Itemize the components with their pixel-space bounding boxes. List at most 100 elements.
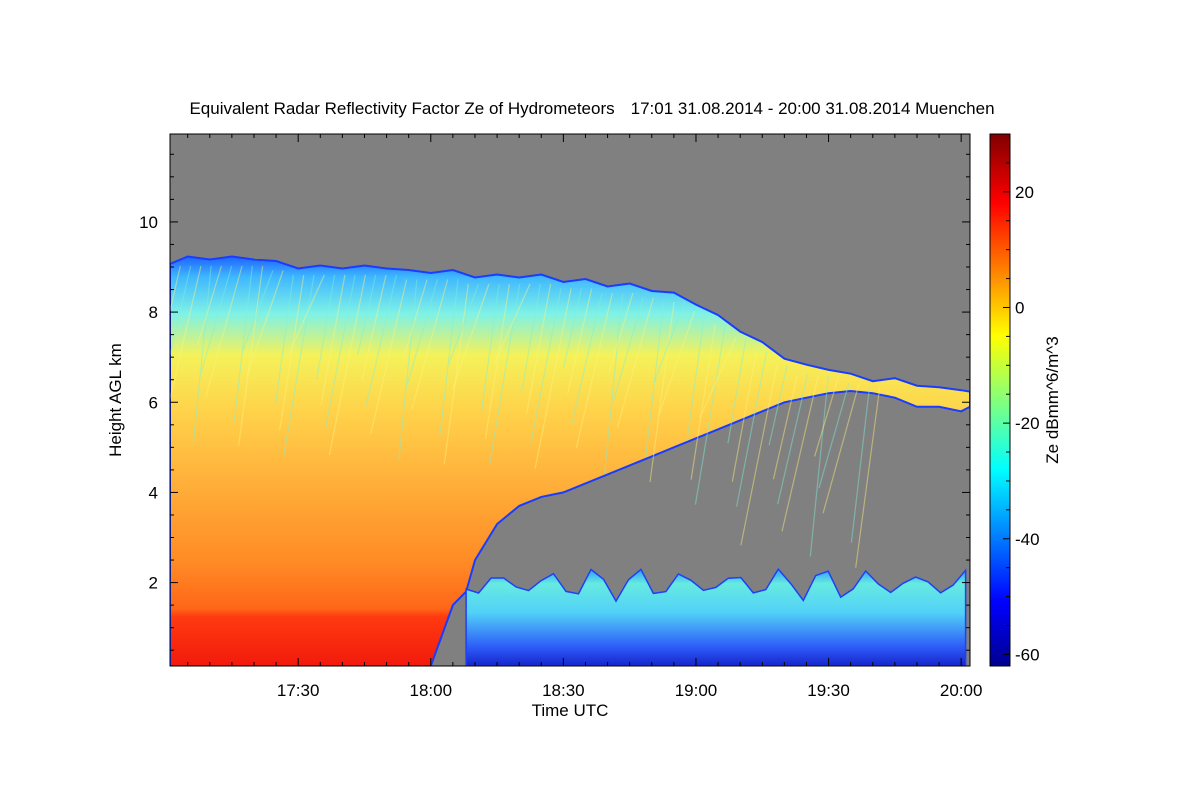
- x-tick-label: 20:00: [940, 681, 983, 700]
- fall-streak: [196, 265, 222, 347]
- fall-streak: [411, 279, 449, 410]
- fall-streak: [526, 283, 552, 415]
- fall-streak: [850, 387, 870, 543]
- colorbar-bar: [989, 133, 1011, 667]
- fall-streak: [279, 274, 305, 431]
- x-tick-label: 19:00: [675, 681, 718, 700]
- fall-streak: [361, 274, 387, 381]
- y-tick-label: 10: [139, 213, 158, 232]
- fall-streak: [316, 274, 336, 381]
- fall-streak: [402, 279, 428, 360]
- fall-streak: [489, 283, 521, 465]
- fall-streak: [567, 288, 593, 394]
- fall-streak: [328, 274, 366, 456]
- fall-streak: [170, 265, 202, 402]
- colorbar-tick-label: 20: [1015, 183, 1034, 202]
- fall-streak: [649, 302, 675, 483]
- fall-streak: [604, 292, 624, 474]
- fall-streak: [242, 270, 274, 351]
- fall-streak: [274, 274, 294, 406]
- plot-frame: [169, 133, 971, 667]
- fall-streak: [287, 274, 325, 356]
- fall-streak: [736, 351, 768, 507]
- fall-streak: [192, 265, 212, 447]
- fall-streak: [170, 265, 192, 358]
- fall-streak: [480, 283, 500, 415]
- fall-streak: [822, 383, 860, 514]
- fall-streak: [448, 283, 480, 365]
- fall-streak: [452, 283, 490, 390]
- fall-streak: [855, 387, 881, 568]
- fall-streak: [777, 374, 809, 505]
- x-tick-label: 18:30: [542, 681, 585, 700]
- fall-streak: [768, 365, 788, 446]
- fall-streaks: [170, 265, 881, 568]
- x-axis: 17:30 18:00 18:30 19:00 19:30 20:00: [187, 134, 983, 700]
- fall-streak: [365, 274, 397, 406]
- colorbar: 20 0 -20 -40 -60 Ze dBmm^6/m^3: [989, 133, 1062, 667]
- colorbar-tick-label: 0: [1015, 298, 1024, 317]
- x-tick-label: 17:30: [277, 681, 320, 700]
- fall-streak: [443, 283, 469, 465]
- fall-streak: [530, 288, 562, 444]
- x-tick-label: 19:30: [807, 681, 850, 700]
- fall-streak: [699, 337, 737, 419]
- fall-streak: [562, 288, 582, 369]
- y-axis: 2 4 6 8 10: [139, 153, 970, 651]
- fall-streak: [740, 365, 778, 546]
- fall-streak: [283, 274, 315, 456]
- fall-streak: [484, 283, 510, 440]
- y-tick-label: 8: [149, 303, 158, 322]
- fall-streak: [357, 274, 377, 356]
- plot-area: [169, 133, 971, 667]
- fall-streak: [690, 324, 716, 480]
- fall-streak: [534, 288, 572, 469]
- fall-streak: [612, 297, 644, 403]
- fall-streak: [686, 311, 706, 442]
- y-axis-label: Height AGL km: [106, 343, 125, 457]
- low-cloud-region: [465, 567, 967, 666]
- fall-streak: [205, 265, 243, 397]
- y-tick-label: 4: [149, 483, 158, 502]
- fall-streak: [493, 283, 531, 365]
- x-tick-label: 18:00: [410, 681, 453, 700]
- colorbar-ticks: 20 0 -20 -40 -60: [1003, 133, 1040, 664]
- fall-streak: [324, 274, 356, 431]
- data-layer: [170, 255, 970, 666]
- fall-streak: [575, 292, 613, 449]
- fall-streak: [781, 376, 819, 532]
- fall-streak: [727, 337, 747, 444]
- colorbar-tick-label: -60: [1015, 645, 1040, 664]
- fall-streak: [616, 297, 654, 428]
- fall-streak: [439, 279, 459, 435]
- fall-streak: [809, 376, 829, 557]
- fall-streak: [370, 279, 408, 435]
- fall-streak: [398, 279, 418, 460]
- main-cloud-region: [170, 255, 970, 666]
- fall-streak: [645, 302, 665, 458]
- fall-streak: [320, 274, 346, 406]
- fall-streak: [571, 292, 603, 424]
- fall-streak: [170, 265, 181, 314]
- y-tick-label: 6: [149, 393, 158, 412]
- fall-streak: [246, 270, 284, 376]
- fall-streak: [238, 265, 264, 447]
- fall-streak: [233, 265, 253, 422]
- fall-streak: [406, 279, 438, 385]
- fall-streak: [201, 265, 233, 372]
- fall-streak: [731, 351, 757, 482]
- x-axis-label: Time UTC: [532, 701, 609, 720]
- chart-title: Equivalent Radar Reflectivity Factor Ze …: [189, 99, 994, 118]
- fall-streak: [608, 292, 634, 374]
- colorbar-tick-label: -40: [1015, 530, 1040, 549]
- fall-streak: [658, 310, 696, 417]
- fall-streak: [694, 324, 726, 505]
- fall-streak: [521, 283, 541, 390]
- fall-streak: [818, 383, 850, 489]
- colorbar-label: Ze dBmm^6/m^3: [1043, 336, 1062, 463]
- fall-streak: [653, 301, 685, 383]
- fall-streak: [772, 374, 798, 480]
- y-tick-label: 2: [149, 574, 158, 593]
- colorbar-tick-label: -20: [1015, 414, 1040, 433]
